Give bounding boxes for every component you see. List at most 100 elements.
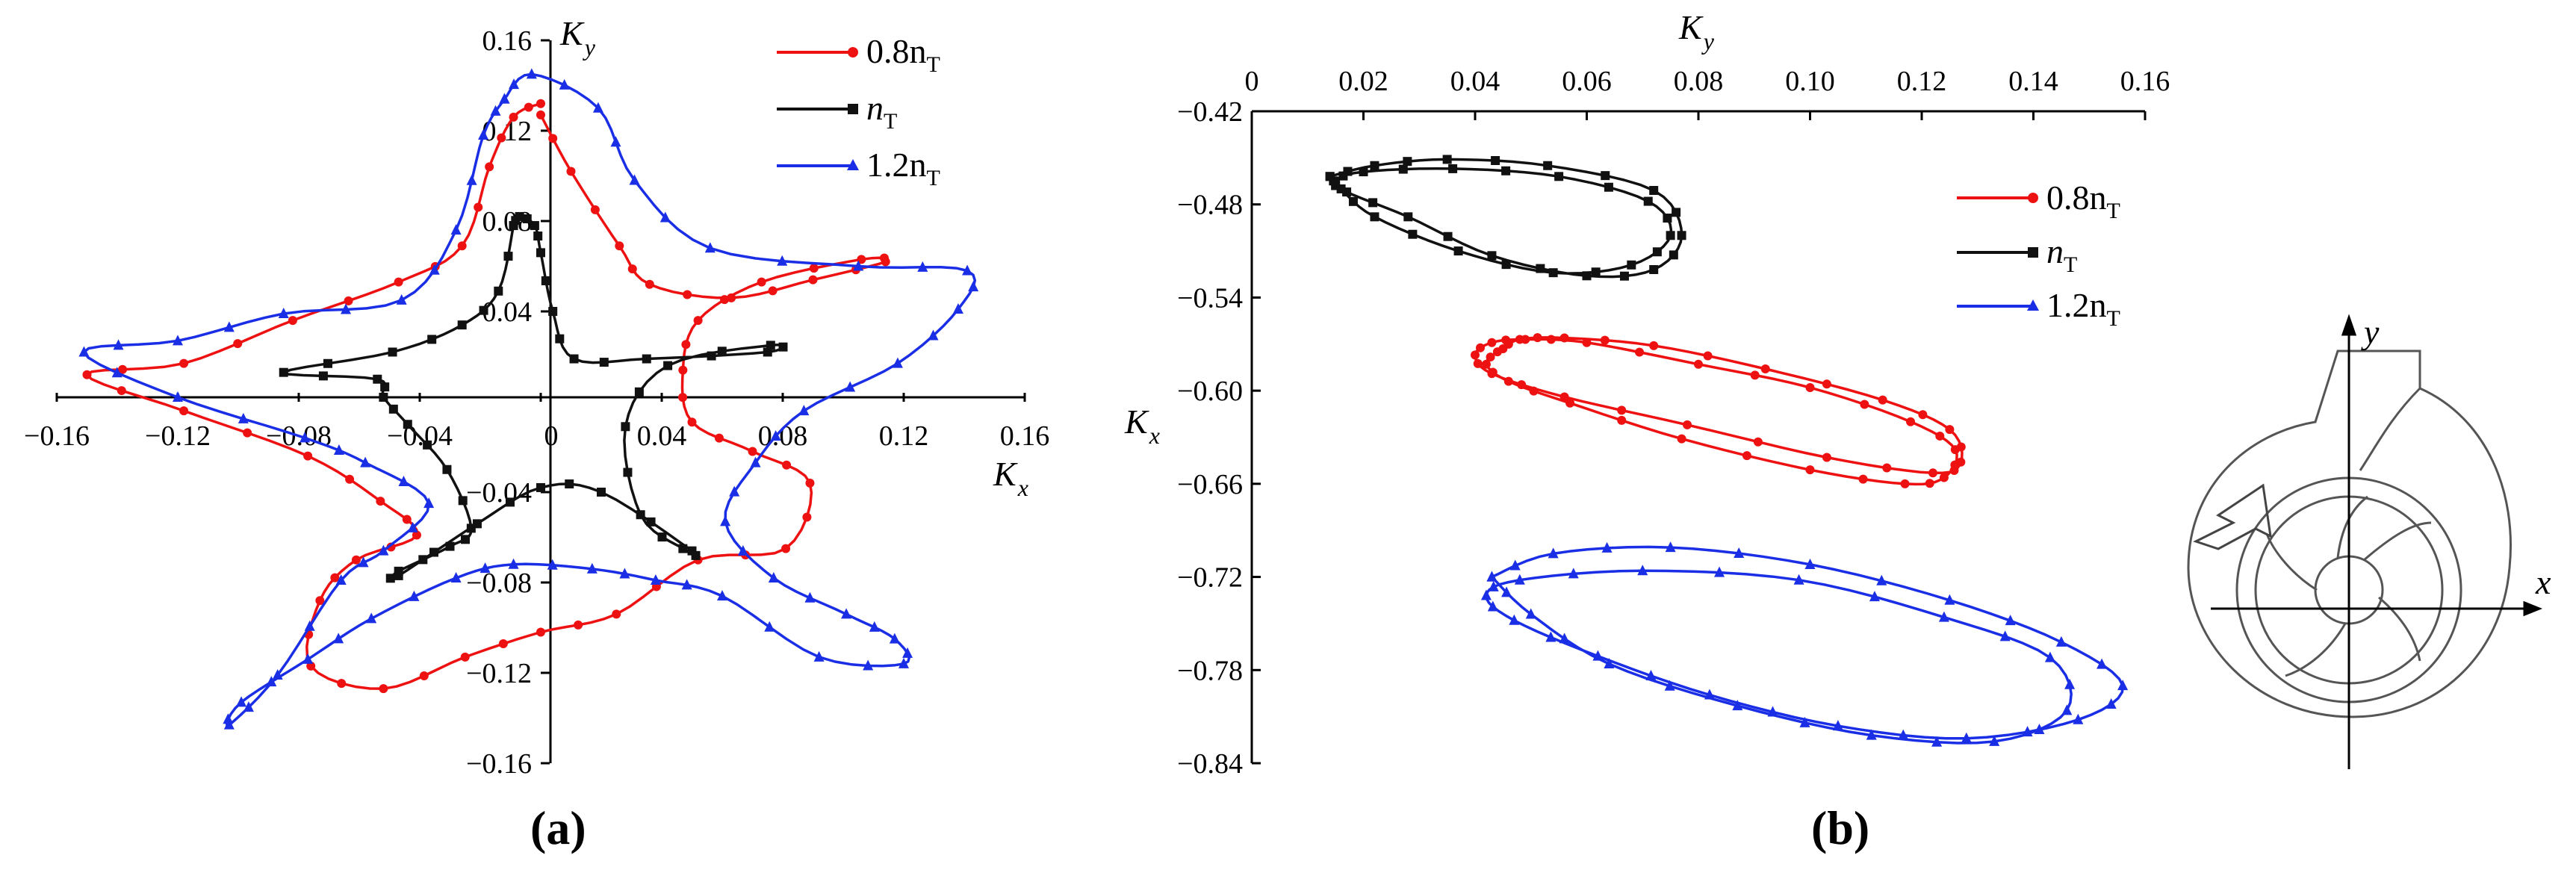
panel-a-1.2nT-point	[629, 174, 640, 185]
panel-b-0.8nT-point	[1481, 359, 1491, 369]
panel-a-nT-point	[778, 342, 788, 352]
panel-b-1.2nT-point	[1944, 594, 1955, 605]
panel-a-0.8nT-point	[303, 451, 313, 461]
panel-b-1.2nT-point	[1592, 650, 1604, 661]
legend-label-1.2nT: 1.2nT	[866, 146, 940, 190]
panel-b-0.8nT-point	[1521, 335, 1530, 344]
panel-a-1.2nT-point	[968, 281, 979, 292]
panel-a-nT-point	[678, 544, 688, 553]
panel-b-1.2nT-point	[1931, 736, 1943, 747]
panel-a-0.8nT-point	[757, 277, 766, 287]
panel-a-0.8nT-point	[419, 671, 429, 680]
panel-b-x-ticks: 0 0.02 0.04 0.06 0.08 0.10 0.12 0.14 0.16	[1245, 66, 2170, 120]
panel-a-nT-point	[429, 547, 438, 557]
panel-b-y-tick-label: −0.42	[1177, 96, 1243, 128]
panel-b-line-nT	[1329, 158, 1683, 279]
panel-a-nT-point	[530, 221, 539, 231]
panel-a-1.2nT-point	[509, 78, 520, 90]
panel-b-1.2nT-point	[1804, 558, 1816, 569]
panel-b-1.2nT-point	[1832, 720, 1843, 731]
panel-a-x-tick-label: 0.16	[1000, 420, 1050, 452]
panel-b-nT-point	[1403, 212, 1413, 222]
panel-b-1.2nT-point	[2034, 724, 2045, 735]
panel-b-1.2nT-point	[1989, 735, 2000, 746]
panel-b-0.8nT-point	[1805, 465, 1815, 475]
panel-a-1.2nT-point	[889, 633, 900, 644]
panel-b-0.8nT-point	[1582, 338, 1592, 347]
panel-a-nT-point	[509, 221, 518, 231]
legend-b-marker-black	[2028, 247, 2038, 258]
panel-a-y-ticks: 0.160.120.080.04−0.04−0.08−0.12−0.16	[466, 25, 550, 780]
panel-a-nT-point	[457, 320, 467, 330]
panel-a-y-label: Ky	[559, 14, 596, 60]
panel-a-y-tick-label: 0.04	[482, 296, 533, 328]
panel-b-1.2nT-point	[2073, 713, 2084, 724]
panel-a-y-tick-label: −0.04	[466, 477, 532, 509]
panel-a-0.8nT-point	[337, 679, 347, 689]
panel-a-0.8nT-point	[179, 406, 189, 416]
panel-b-0.8nT-point	[1860, 400, 1869, 409]
panel-b-1.2nT-point	[1548, 547, 1559, 559]
panel-a-1.2nT-point	[798, 405, 810, 416]
panel-a-0.8nT-point	[678, 365, 688, 375]
panel-b-1.2nT-point	[2061, 704, 2073, 715]
panel-a-0.8nT-point	[82, 370, 92, 379]
panel-a-nT-point	[388, 404, 398, 414]
panel-a-0.8nT-point	[330, 573, 340, 582]
panel-a-0.8nT-point	[345, 474, 355, 484]
panel-a-nT-point	[394, 571, 403, 580]
panel-a-series-nT	[279, 211, 788, 583]
panel-a-0.8nT-point	[351, 555, 361, 565]
panel-a-1.2nT-point	[777, 255, 788, 266]
panel-a-1.2nT-point	[928, 329, 939, 341]
panel-a-0.8nT-point	[781, 544, 791, 553]
panel-a-0.8nT-point	[768, 286, 778, 296]
legend-item-0.8nT: 0.8nT	[777, 32, 940, 77]
panel-a-nT-point	[318, 371, 328, 381]
panel-a-1.2nT-point	[304, 620, 315, 631]
panel-b-1.2nT-point	[2117, 680, 2129, 691]
panel-b-1.2nT-point	[1509, 559, 1521, 571]
panel-b-nT-point	[1619, 271, 1629, 281]
panel-a-nT-point	[403, 420, 412, 429]
panel-b-nT-point	[1536, 264, 1545, 273]
panel-a-0.8nT-point	[179, 358, 189, 368]
panel-a-nT-point	[663, 361, 673, 370]
panel-a-1.2nT-point	[704, 242, 716, 253]
panel-b-1.2nT-point	[1545, 631, 1557, 642]
panel-a-0.8nT-point	[681, 340, 691, 349]
panel-a-1.2nT-point	[526, 68, 537, 79]
panel-a-series-0.8nT	[82, 99, 890, 694]
panel-a-nT-point	[642, 354, 651, 364]
legend-label-0.8nT: 0.8nT	[866, 32, 940, 77]
panel-a-nT-point	[766, 341, 775, 350]
panel-b-1.2nT-point	[2097, 658, 2108, 669]
panel-a-1.2nT-point	[720, 515, 731, 526]
panel-a-0.8nT-point	[498, 639, 508, 649]
panel-b-nT-point	[1408, 229, 1418, 239]
panel-a-1.2nT-point	[902, 647, 913, 658]
panel-a-nT-point	[565, 479, 574, 489]
panel-b-nT-point	[1359, 167, 1368, 177]
panel-a-series-1.2nT	[78, 68, 979, 730]
panel-a-0.8nT-point	[714, 433, 724, 443]
panel-b-1.2nT-point	[1793, 574, 1804, 585]
panel-a-1.2nT-point	[243, 701, 254, 712]
panel-b-0.8nT-point	[1473, 358, 1483, 368]
panel-a-0.8nT-point	[802, 512, 812, 522]
panel-a-nT-point	[717, 347, 727, 356]
panel-b-caption: (b)	[1811, 801, 1869, 854]
panel-a-0.8nT-point	[678, 393, 688, 403]
panel-a-nT-point	[373, 374, 382, 384]
panel-b-0.8nT-point	[1760, 364, 1770, 374]
legend-b-label-nT: nT	[2046, 232, 2077, 277]
panel-a-1.2nT-point	[173, 335, 183, 346]
panel-a-1.2nT-point	[335, 574, 347, 585]
panel-a-1.2nT-point	[78, 346, 90, 357]
panel-a-nT-point	[621, 422, 630, 432]
panel-a-1.2nT-point	[236, 696, 247, 707]
panel-a-0.8nT-point	[376, 497, 385, 506]
panel-b-x-tick-label: 0.04	[1450, 66, 1500, 97]
panel-a-nT-point	[707, 351, 716, 361]
panel-b-nT-point	[1601, 171, 1610, 181]
